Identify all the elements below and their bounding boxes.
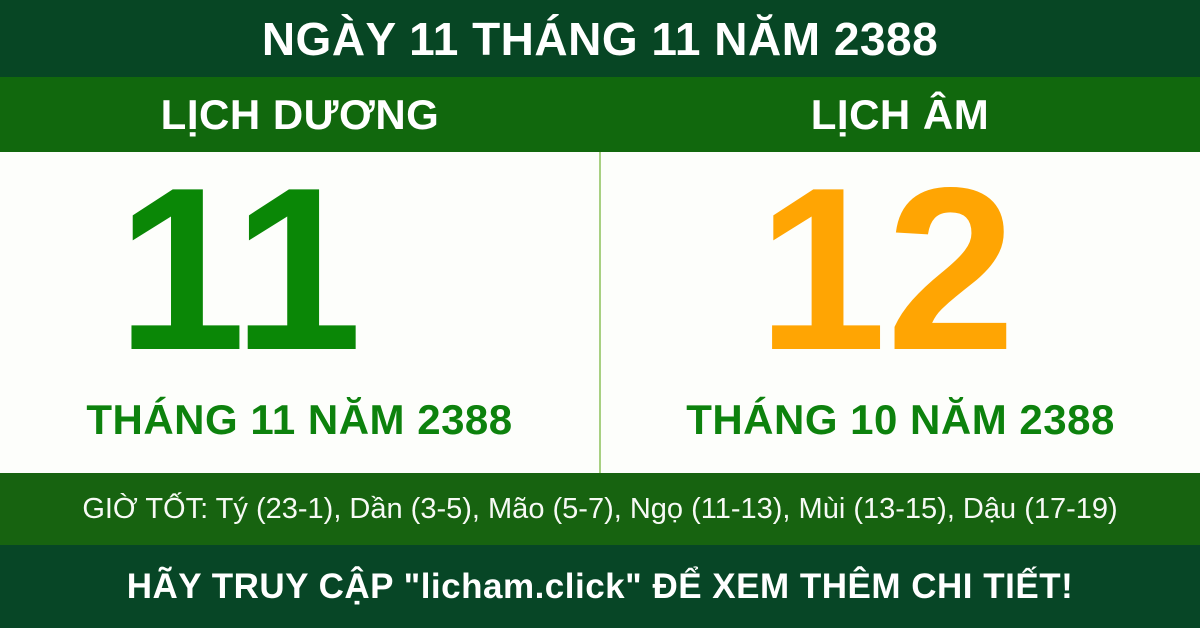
lunar-calendar-header: LỊCH ÂM: [810, 90, 990, 138]
lunar-day-number: 12: [757, 140, 1016, 399]
solar-day-number: 11: [116, 140, 363, 399]
solar-panel: 11 THÁNG 11 NĂM 2388: [0, 152, 599, 473]
calendar-panels: 11 THÁNG 11 NĂM 2388 12 THÁNG 10 NĂM 238…: [0, 152, 1200, 473]
footer-cta-bar: HÃY TRUY CẬP "licham.click" ĐỂ XEM THÊM …: [0, 545, 1200, 628]
good-hours-bar: GIỜ TỐT: Tý (23-1), Dần (3-5), Mão (5-7)…: [0, 473, 1200, 545]
date-banner-title: NGÀY 11 THÁNG 11 NĂM 2388: [261, 12, 939, 65]
footer-cta-text: HÃY TRUY CẬP "licham.click" ĐỂ XEM THÊM …: [126, 567, 1074, 606]
good-hours-text: GIỜ TỐT: Tý (23-1), Dần (3-5), Mão (5-7)…: [82, 492, 1118, 525]
calendar-type-header-row: LỊCH DƯƠNG LỊCH ÂM: [0, 77, 1200, 152]
lunar-month-label: THÁNG 10 NĂM 2388: [686, 396, 1115, 443]
lunar-panel: 12 THÁNG 10 NĂM 2388: [601, 152, 1200, 473]
solar-calendar-header: LỊCH DƯƠNG: [160, 90, 440, 138]
date-banner: NGÀY 11 THÁNG 11 NĂM 2388: [0, 0, 1200, 77]
solar-month-label: THÁNG 11 NĂM 2388: [86, 396, 513, 443]
panel-divider: [599, 152, 601, 473]
